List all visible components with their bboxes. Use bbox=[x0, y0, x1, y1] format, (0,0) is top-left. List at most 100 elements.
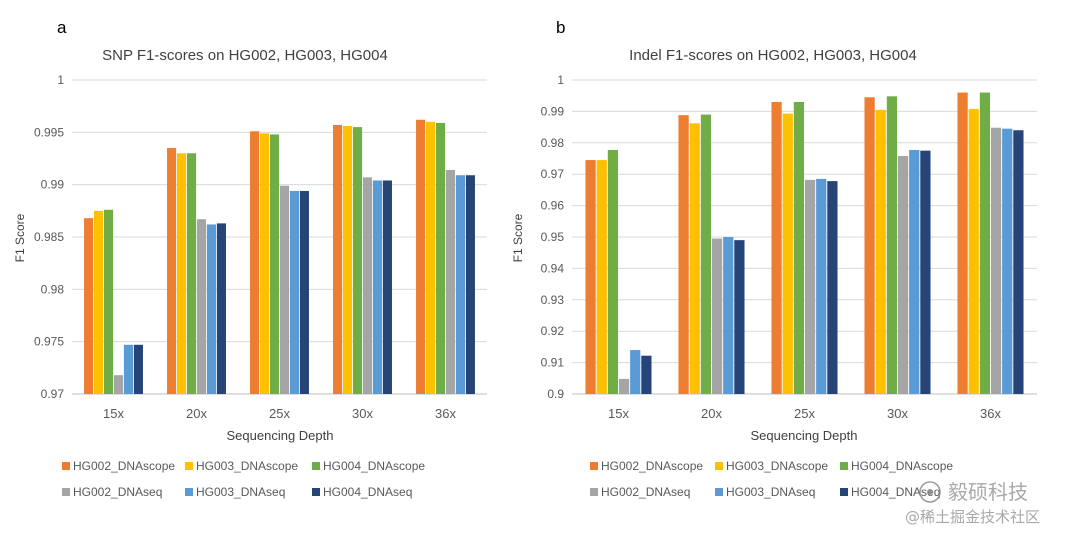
x-tick-label: 36x bbox=[980, 406, 1001, 421]
legend-swatch bbox=[715, 462, 723, 470]
panel-b-x-axis-label: Sequencing Depth bbox=[751, 428, 858, 443]
panel-b-bars bbox=[585, 92, 1024, 395]
bar bbox=[979, 92, 991, 394]
bar bbox=[957, 92, 968, 394]
legend-swatch bbox=[62, 462, 70, 470]
bar bbox=[711, 238, 723, 394]
bar bbox=[734, 240, 745, 394]
y-tick-label: 0.97 bbox=[41, 387, 65, 401]
x-tick-label: 25x bbox=[269, 406, 290, 421]
panel-b-y-axis-label: F1 Score bbox=[511, 213, 525, 262]
x-tick-label: 36x bbox=[435, 406, 456, 421]
legend-swatch bbox=[840, 488, 848, 496]
watermark-logo-dot-icon bbox=[927, 489, 933, 495]
bar bbox=[196, 219, 207, 394]
y-tick-label: 0.975 bbox=[34, 335, 64, 349]
bar bbox=[793, 101, 805, 394]
panel-a-legend: HG002_DNAscope HG003_DNAscope HG004_DNAsco… bbox=[62, 459, 425, 499]
legend-swatch bbox=[312, 488, 320, 496]
legend-label: HG003_DNAseq bbox=[726, 485, 815, 499]
legend-label: HG004_DNAseq bbox=[323, 485, 412, 499]
watermark: 毅硕科技 @稀土掘金技术社区 bbox=[905, 480, 1040, 526]
panel-a-snp-chart: a SNP F1-scores on HG002, HG003, HG004 0… bbox=[13, 18, 487, 499]
x-tick-label: 20x bbox=[701, 406, 722, 421]
panel-b-x-ticks: 15x 20x 25x 30x 36x bbox=[608, 406, 1001, 421]
x-tick-label: 25x bbox=[794, 406, 815, 421]
y-tick-label: 0.985 bbox=[34, 230, 64, 244]
bar bbox=[289, 190, 300, 394]
y-tick-label: 0.92 bbox=[541, 324, 565, 338]
bar bbox=[259, 133, 270, 394]
legend-label: HG002_DNAscope bbox=[73, 459, 175, 473]
bar bbox=[279, 185, 290, 394]
legend-label: HG002_DNAseq bbox=[601, 485, 690, 499]
y-tick-label: 0.91 bbox=[541, 356, 565, 370]
bar bbox=[990, 127, 1002, 394]
bar bbox=[342, 126, 353, 394]
bar bbox=[103, 209, 114, 394]
y-tick-label: 0.98 bbox=[41, 282, 65, 296]
bar bbox=[416, 119, 426, 395]
y-tick-label: 1 bbox=[557, 73, 564, 87]
legend-swatch bbox=[590, 462, 598, 470]
bar bbox=[968, 108, 979, 394]
legend-swatch bbox=[715, 488, 723, 496]
y-tick-label: 0.9 bbox=[547, 387, 564, 401]
y-tick-label: 0.93 bbox=[541, 293, 565, 307]
panel-b-legend: HG002_DNAscope HG003_DNAscope HG004_DNAsco… bbox=[590, 459, 953, 499]
bar bbox=[299, 190, 309, 394]
bar bbox=[123, 344, 134, 394]
bar bbox=[689, 123, 700, 394]
bar bbox=[909, 150, 920, 394]
bar bbox=[897, 155, 909, 394]
bar bbox=[804, 179, 816, 394]
bar bbox=[382, 180, 392, 394]
bar bbox=[771, 101, 782, 394]
legend-label: HG003_DNAscope bbox=[726, 459, 828, 473]
bar bbox=[176, 153, 187, 394]
panel-b-y-ticks: 0.9 0.91 0.92 0.93 0.94 0.95 0.96 0.97 0.98 0.99 1 bbox=[541, 73, 565, 401]
legend-label: HG004_DNAscope bbox=[323, 459, 425, 473]
panel-a-title: SNP F1-scores on HG002, HG003, HG004 bbox=[102, 47, 388, 64]
legend-swatch bbox=[840, 462, 848, 470]
bar bbox=[455, 175, 466, 394]
y-tick-label: 0.94 bbox=[541, 261, 565, 275]
watermark-line2: @稀土掘金技术社区 bbox=[905, 508, 1040, 526]
x-tick-label: 15x bbox=[608, 406, 629, 421]
legend-swatch bbox=[185, 462, 193, 470]
bar bbox=[864, 97, 875, 395]
panel-a-gridlines bbox=[72, 79, 487, 395]
bar bbox=[827, 181, 838, 394]
bar bbox=[372, 180, 383, 394]
y-tick-label: 0.96 bbox=[541, 199, 565, 213]
legend-swatch bbox=[590, 488, 598, 496]
y-tick-label: 0.99 bbox=[41, 178, 65, 192]
panel-a-y-ticks: 0.97 0.975 0.98 0.985 0.99 0.995 1 bbox=[34, 73, 64, 401]
legend-label: HG004_DNAseq bbox=[851, 485, 940, 499]
bar bbox=[465, 175, 475, 394]
bar bbox=[920, 150, 931, 394]
y-tick-label: 0.995 bbox=[34, 125, 64, 139]
bar bbox=[167, 148, 177, 394]
y-tick-label: 0.98 bbox=[541, 136, 565, 150]
panel-a-y-axis-label: F1 Score bbox=[13, 213, 27, 262]
bar bbox=[630, 350, 641, 394]
watermark-line1: 毅硕科技 bbox=[948, 480, 1028, 504]
bar bbox=[352, 127, 363, 394]
bar bbox=[269, 134, 280, 394]
bar bbox=[445, 170, 456, 394]
panel-b-letter: b bbox=[556, 18, 565, 37]
legend-swatch bbox=[62, 488, 70, 496]
bar bbox=[700, 114, 712, 394]
bar bbox=[585, 160, 596, 394]
bar bbox=[596, 160, 607, 394]
legend-label: HG002_DNAscope bbox=[601, 459, 703, 473]
bar bbox=[133, 344, 143, 394]
x-tick-label: 30x bbox=[352, 406, 373, 421]
y-tick-label: 1 bbox=[57, 73, 64, 87]
panel-a-bars bbox=[84, 119, 475, 395]
legend-label: HG003_DNAseq bbox=[196, 485, 285, 499]
bar bbox=[93, 210, 104, 394]
panel-a-x-ticks: 15x 20x 25x 30x 36x bbox=[103, 406, 456, 421]
